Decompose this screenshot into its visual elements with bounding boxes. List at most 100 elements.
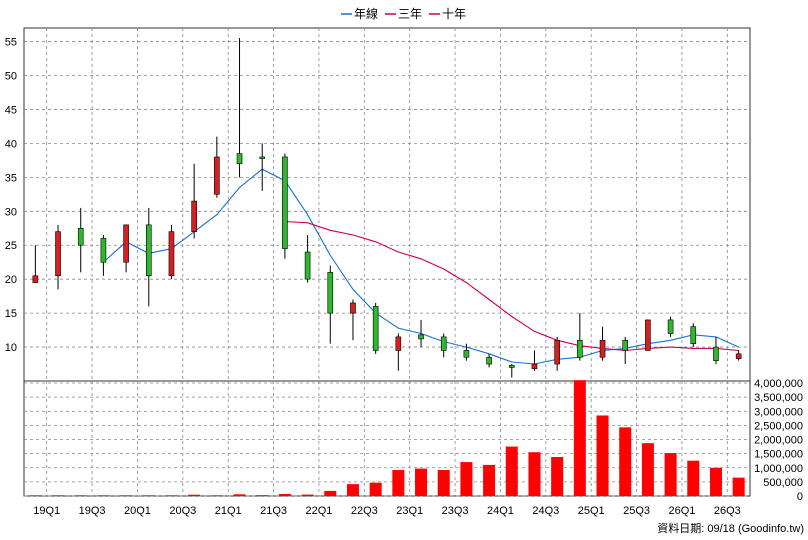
candle-body: [350, 302, 356, 314]
legend-item: 三年: [385, 7, 422, 21]
candle-body: [259, 156, 266, 159]
candlestick: [100, 235, 107, 276]
candlestick: [168, 224, 175, 280]
candlestick: [690, 323, 697, 348]
volume-bar: [256, 495, 269, 496]
volume-bar: [415, 468, 428, 496]
price-y-tick-label: 30: [5, 206, 17, 218]
volume-bar: [664, 453, 677, 496]
candlestick: [554, 336, 560, 371]
x-tick-label: 22Q3: [351, 505, 378, 517]
volume-y-tick-label: 4,000,000: [754, 378, 803, 390]
volume-y-tick-label: 1,000,000: [754, 463, 803, 475]
series-line-十年: [284, 220, 739, 352]
candle-body: [77, 227, 84, 246]
candle-body: [214, 156, 220, 195]
x-tick-label: 21Q3: [260, 505, 287, 517]
price-plot-frame: [23, 27, 751, 382]
volume-bar: [641, 443, 654, 496]
volume-bar: [188, 494, 201, 496]
price-y-tick-label: 10: [5, 342, 17, 354]
price-y-tick-label: 45: [5, 104, 17, 116]
volume-bar: [369, 482, 382, 496]
candlestick: [55, 224, 61, 290]
volume-bar: [324, 490, 337, 496]
volume-y-tick-label: 3,500,000: [754, 392, 803, 404]
candlestick: [735, 350, 742, 361]
volume-y-tick-label: 2,000,000: [754, 435, 803, 447]
candle-body: [622, 339, 629, 351]
candlestick: [350, 299, 356, 341]
legend-item: 十年: [429, 7, 466, 21]
legend-item: 年線: [341, 6, 378, 21]
volume-bar: [619, 427, 632, 496]
volume-bar: [460, 462, 473, 496]
volume-y-tick-label: 500,000: [763, 477, 803, 489]
volume-y-tick-label: 2,500,000: [754, 420, 803, 432]
volume-bar: [52, 495, 65, 496]
x-tick-label: 19Q1: [33, 505, 60, 517]
x-tick-label: 21Q1: [215, 505, 242, 517]
candlestick: [304, 235, 311, 283]
candle-body: [735, 353, 742, 359]
price-panel: 10 15 20 25 30 35 40 45 50 55: [5, 27, 751, 382]
candlestick: [463, 343, 470, 361]
candlestick: [145, 207, 152, 307]
candle-body: [713, 346, 719, 361]
volume-bar: [301, 494, 314, 496]
price-y-tick-label: 15: [5, 308, 17, 320]
legend-label: 三年: [398, 7, 422, 21]
candlestick: [418, 319, 424, 348]
candle-body: [599, 339, 606, 358]
candle-body: [440, 336, 447, 351]
volume-bar: [97, 495, 110, 496]
price-y-tick-label: 55: [5, 37, 17, 49]
volume-bar: [29, 495, 42, 496]
candle-body: [531, 363, 538, 370]
volume-y-tick-label: 0: [797, 491, 803, 503]
candle-body: [577, 339, 583, 358]
x-tick-label: 20Q3: [169, 505, 196, 517]
volume-bar: [505, 446, 518, 496]
volume-bar: [165, 495, 178, 496]
x-tick-label: 24Q3: [532, 505, 559, 517]
x-tick-label: 23Q1: [396, 505, 423, 517]
candlestick: [667, 316, 674, 337]
candle-body: [327, 272, 334, 314]
volume-bar: [687, 460, 700, 496]
price-y-tick-label: 25: [5, 240, 17, 252]
candlestick: [645, 319, 651, 351]
candlestick: [531, 350, 538, 371]
candle-body: [690, 326, 697, 344]
volume-bar: [528, 452, 541, 496]
volume-bar: [483, 464, 496, 496]
candle-body: [145, 224, 152, 277]
candlestick: [123, 224, 129, 273]
candlestick: [282, 153, 288, 259]
candlestick: [622, 336, 629, 365]
volume-panel: 19Q1 19Q3 20Q1 20Q3 21Q1 21Q3 22Q1 22Q3 23Q1 23Q3…: [23, 378, 803, 517]
x-tick-label: 19Q3: [79, 505, 106, 517]
candle-body: [55, 231, 61, 277]
candle-body: [32, 275, 39, 283]
candle-body: [554, 339, 560, 365]
candlestick: [508, 364, 515, 378]
candlestick: [77, 207, 84, 273]
x-tick-label: 23Q3: [442, 505, 469, 517]
x-tick-label: 24Q1: [487, 505, 514, 517]
candle-body: [463, 350, 470, 358]
volume-bar: [210, 495, 223, 496]
candle-body: [395, 336, 402, 351]
candlestick: [191, 163, 197, 239]
candlestick: [327, 265, 334, 344]
candle-body: [168, 231, 175, 277]
volume-bar: [573, 380, 586, 496]
volume-bar: [392, 470, 405, 496]
candlestick: [599, 326, 606, 361]
volume-bar: [142, 495, 155, 496]
candle-body: [418, 334, 424, 340]
candlestick: [236, 38, 243, 178]
volume-y-tick-label: 3,000,000: [754, 406, 803, 418]
